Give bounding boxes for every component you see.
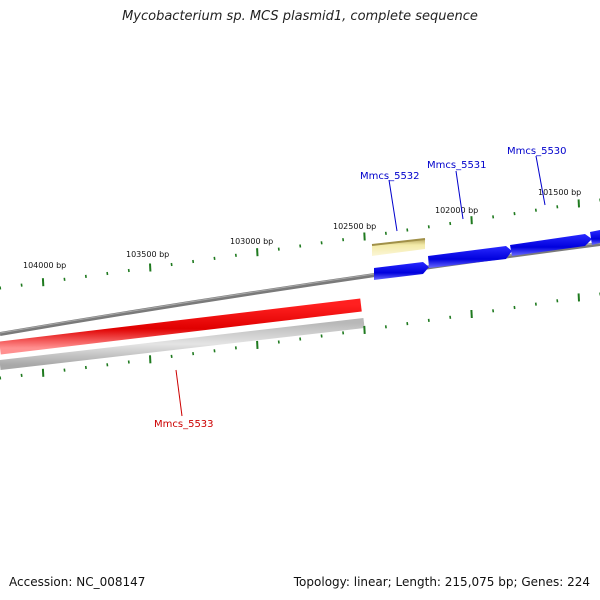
gene-mmcs-5532[interactable] <box>372 239 425 256</box>
position-label-103000: 103000 bp <box>230 237 273 246</box>
gene-mmcs-5531-b[interactable] <box>428 246 512 268</box>
gene-next-forward[interactable] <box>590 230 600 245</box>
gene-mmcs-5530[interactable] <box>510 234 592 256</box>
position-label-102000: 102000 bp <box>435 206 478 215</box>
sequence-backbone <box>0 242 600 336</box>
page-title: Mycobacterium sp. MCS plasmid1, complete… <box>122 9 478 24</box>
gene-mmcs-5531[interactable] <box>374 262 429 280</box>
gene-label-leader-mmcs-5533 <box>175 369 183 417</box>
gene-label-mmcs-5532[interactable]: Mmcs_5532 <box>360 171 420 182</box>
upper-scale-ticks <box>0 198 600 290</box>
gene-mmcs-5532-outline <box>371 238 426 246</box>
accession-label: Accession: NC_008147 <box>9 575 146 589</box>
gene-label-leader-mmcs-5530 <box>535 155 546 206</box>
gene-label-mmcs-5531[interactable]: Mmcs_5531 <box>427 160 487 171</box>
gene-label-mmcs-5533[interactable]: Mmcs_5533 <box>154 419 214 430</box>
position-label-103500: 103500 bp <box>126 250 169 259</box>
gene-label-mmcs-5530[interactable]: Mmcs_5530 <box>507 146 567 157</box>
lower-scale-ticks <box>0 292 600 380</box>
position-label-102500: 102500 bp <box>333 222 376 231</box>
gene-label-leader-mmcs-5531 <box>455 170 464 220</box>
sequence-summary: Topology: linear; Length: 215,075 bp; Ge… <box>293 575 590 589</box>
gene-label-leader-mmcs-5532 <box>388 179 398 232</box>
position-label-101500: 101500 bp <box>538 188 581 197</box>
gene-mmcs-5533[interactable] <box>0 298 362 355</box>
reverse-strand-band <box>0 318 365 370</box>
position-label-104000: 104000 bp <box>23 261 66 270</box>
